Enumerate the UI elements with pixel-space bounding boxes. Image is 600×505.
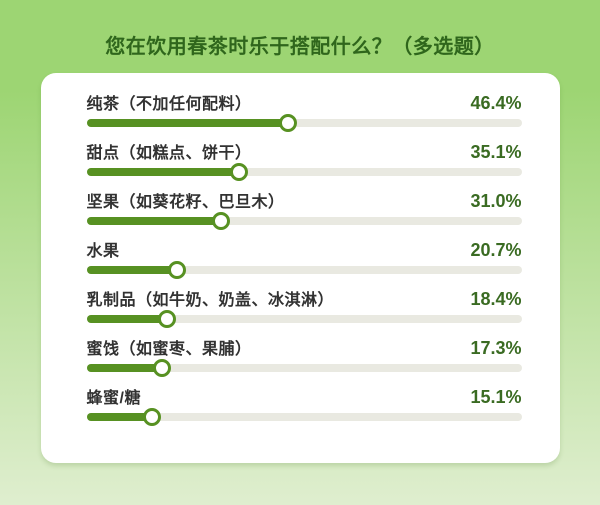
result-row-header: 水果 20.7% <box>86 240 522 260</box>
bar-fill <box>86 359 171 377</box>
option-percentage: 15.1% <box>470 387 522 407</box>
result-row: 纯茶（不加任何配料） 46.4% <box>86 93 522 132</box>
option-label: 水果 <box>86 243 120 260</box>
result-row-header: 坚果（如葵花籽、巴旦木） 31.0% <box>86 191 522 211</box>
option-percentage: 46.4% <box>470 93 522 113</box>
result-row: 甜点（如糕点、饼干） 35.1% <box>86 142 522 181</box>
bar-fill <box>86 114 298 132</box>
option-percentage: 35.1% <box>470 142 522 162</box>
bar-fill <box>86 163 249 181</box>
results-card: 纯茶（不加任何配料） 46.4% 甜点（如糕点、饼干） 35.1% 坚果（如葵花… <box>40 73 560 463</box>
option-label: 蜂蜜/糖 <box>86 390 141 407</box>
bar-track <box>86 359 522 377</box>
bar-track <box>86 163 522 181</box>
results-list: 纯茶（不加任何配料） 46.4% 甜点（如糕点、饼干） 35.1% 坚果（如葵花… <box>86 93 522 426</box>
bar-track <box>86 261 522 279</box>
result-row-header: 甜点（如糕点、饼干） 35.1% <box>86 142 522 162</box>
option-label: 纯茶（不加任何配料） <box>86 96 252 113</box>
bar-knob <box>143 408 162 426</box>
option-percentage: 31.0% <box>470 191 522 211</box>
result-row: 水果 20.7% <box>86 240 522 279</box>
option-label: 蜜饯（如蜜枣、果脯） <box>86 341 252 358</box>
option-label: 乳制品（如牛奶、奶盖、冰淇淋） <box>86 292 335 309</box>
option-percentage: 18.4% <box>470 289 522 309</box>
result-row: 蜜饯（如蜜枣、果脯） 17.3% <box>86 338 522 377</box>
option-label: 坚果（如葵花籽、巴旦木） <box>86 194 285 211</box>
chart-title: 您在饮用春茶时乐于搭配什么？（多选题） <box>105 36 495 58</box>
bar-knob <box>212 212 231 230</box>
result-row-header: 蜂蜜/糖 15.1% <box>86 387 522 407</box>
bar-track <box>86 310 522 328</box>
bar-knob <box>279 114 298 132</box>
option-percentage: 17.3% <box>470 338 522 358</box>
result-row-header: 蜜饯（如蜜枣、果脯） 17.3% <box>86 338 522 358</box>
result-row-header: 乳制品（如牛奶、奶盖、冰淇淋） 18.4% <box>86 289 522 309</box>
bar-fill <box>86 408 162 426</box>
result-row: 乳制品（如牛奶、奶盖、冰淇淋） 18.4% <box>86 289 522 328</box>
result-row: 坚果（如葵花籽、巴旦木） 31.0% <box>86 191 522 230</box>
bar-track <box>86 408 522 426</box>
bar-fill <box>86 310 176 328</box>
option-percentage: 20.7% <box>470 240 522 260</box>
result-row-header: 纯茶（不加任何配料） 46.4% <box>86 93 522 113</box>
bar-track <box>86 114 522 132</box>
bar-track <box>86 212 522 230</box>
bar-knob <box>152 359 171 377</box>
bar-fill <box>86 261 186 279</box>
result-row: 蜂蜜/糖 15.1% <box>86 387 522 426</box>
bar-fill <box>86 212 231 230</box>
bar-knob <box>157 310 176 328</box>
bar-knob <box>167 261 186 279</box>
bar-knob <box>230 163 249 181</box>
option-label: 甜点（如糕点、饼干） <box>86 145 252 162</box>
